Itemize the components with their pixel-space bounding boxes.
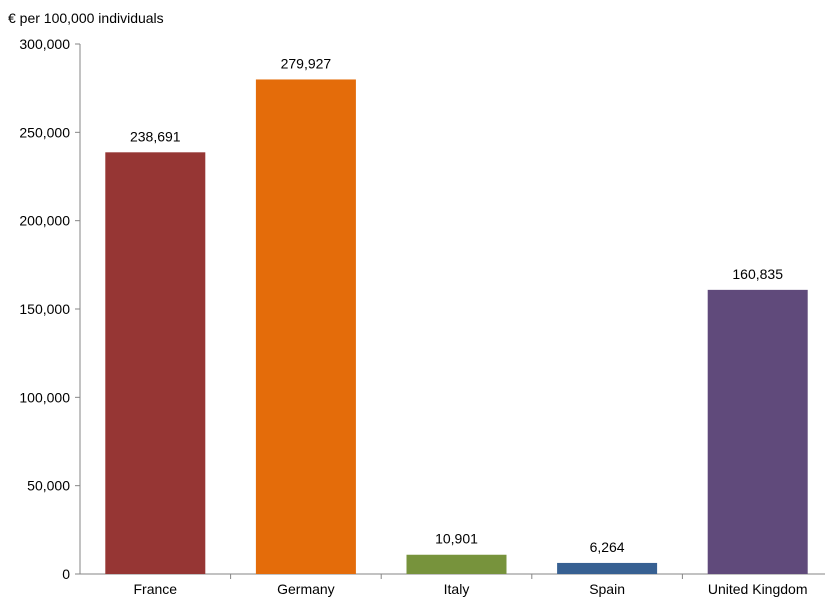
x-tick-label: United Kingdom: [708, 581, 808, 597]
y-tick-label: 50,000: [27, 478, 70, 494]
x-tick-label: France: [134, 581, 178, 597]
axes: 0 50,000 100,000 150,000 200,000 250,000 300,0…: [19, 36, 825, 597]
data-label: 6,264: [590, 539, 625, 555]
x-tick-label: Italy: [444, 581, 470, 597]
y-tick-label: 200,000: [19, 213, 70, 229]
bar-italy: [406, 554, 507, 574]
x-tick-label: Germany: [277, 581, 335, 597]
data-label: 160,835: [732, 266, 783, 282]
y-tick-label: 300,000: [19, 36, 70, 52]
bar-spain: [557, 562, 658, 574]
y-tick-label: 250,000: [19, 124, 70, 140]
bars: [105, 79, 808, 574]
data-label: 238,691: [130, 128, 181, 144]
y-tick-label: 0: [62, 566, 70, 582]
y-tick-label: 100,000: [19, 389, 70, 405]
x-tick-label: Spain: [589, 581, 625, 597]
y-axis-unit-label: € per 100,000 individuals: [8, 10, 164, 26]
data-label: 10,901: [435, 531, 478, 547]
y-tick-label: 150,000: [19, 301, 70, 317]
bar-united-kingdom: [707, 289, 808, 574]
bar-germany: [255, 79, 356, 574]
data-label: 279,927: [281, 55, 332, 71]
data-labels: 238,691 279,927 10,901 6,264 160,835: [130, 55, 783, 554]
bar-france: [105, 152, 206, 574]
